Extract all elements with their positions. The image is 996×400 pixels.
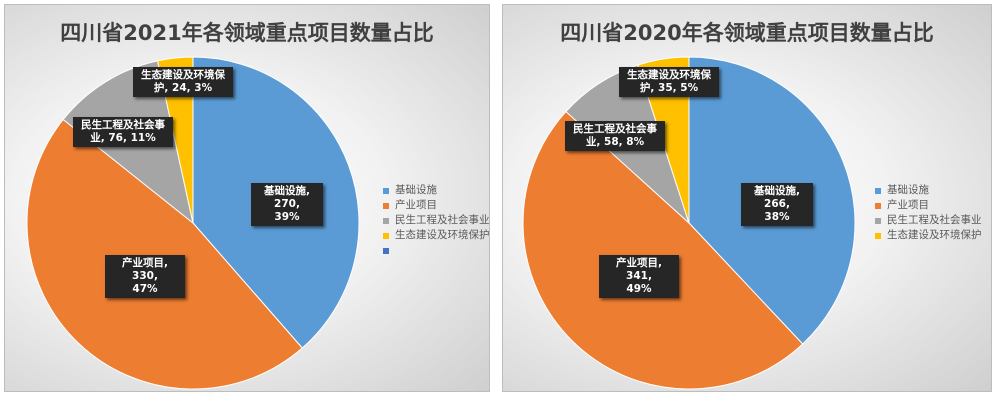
pie-slice [522, 110, 804, 390]
data-label-line: 生态建设及环境保 [141, 69, 225, 81]
chart-legend: 基础设施产业项目民生工程及社会事业 生态建设及环境保护 [383, 183, 490, 258]
legend-label: 民生工程及社会事业 [887, 214, 982, 226]
data-label-line: 生态建设及环境保 [627, 69, 711, 81]
legend-item: 基础设施 [383, 183, 490, 198]
data-label: 生态建设及环境保 护, 24, 3% [133, 67, 233, 97]
legend-label: 基础设施 [395, 184, 437, 196]
legend-swatch [383, 217, 389, 224]
legend-label: 生态建设及环境保护 [395, 229, 490, 241]
data-label-line: 49% [626, 283, 652, 295]
legend-item: 生态建设及环境保护 [875, 228, 982, 243]
chart-panel-2021: 四川省2021年各领域重点项目数量占比 基础设施 产业项目 民生工程及社会事业 生态建… [4, 4, 490, 392]
data-label-line: 业, 58, 8% [585, 136, 645, 148]
data-label: 民生工程及社会事 业, 58, 8% [565, 121, 665, 151]
legend-item [383, 243, 490, 258]
data-label: 民生工程及社会事 业, 76, 11% [73, 117, 173, 147]
legend-item: 基础设施 [875, 183, 982, 198]
chart-title: 四川省2021年各领域重点项目数量占比 [60, 21, 434, 45]
legend-swatch [875, 202, 881, 209]
legend-label: 产业项目 [887, 199, 929, 211]
pie-slice [26, 118, 303, 390]
legend-label: 生态建设及环境保护 [887, 229, 982, 241]
chart-legend: 基础设施产业项目民生工程及社会事业 生态建设及环境保护 [875, 183, 982, 243]
data-label-line: 基础设施, 270, [264, 185, 310, 210]
chart-panel-2020: 四川省2020年各领域重点项目数量占比 基础设施 产业项目 民生工程及社会事业 生态建… [502, 4, 992, 392]
legend-item: 产业项目 [875, 198, 982, 213]
data-label: 基础设施, 266, 38% [741, 183, 813, 226]
data-label: 产业项目, 330, 47% [105, 255, 185, 298]
legend-swatch [383, 232, 389, 239]
legend-item: 民生工程及社会事业 [383, 213, 490, 228]
legend-swatch [875, 187, 881, 194]
data-label-line: 产业项目, 341, [616, 257, 662, 282]
legend-swatch [383, 202, 389, 209]
data-label-line: 业, 76, 11% [90, 132, 156, 144]
data-label-line: 护, 35, 5% [639, 82, 699, 94]
legend-swatch [383, 187, 389, 194]
legend-label: 民生工程及社会事业 [395, 214, 490, 226]
legend-swatch [875, 232, 881, 239]
data-label: 产业项目, 341, 49% [599, 255, 679, 298]
legend-item: 产业项目 [383, 198, 490, 213]
data-label-line: 护, 24, 3% [153, 82, 213, 94]
legend-label: 产业项目 [395, 199, 437, 211]
legend-item: 生态建设及环境保护 [383, 228, 490, 243]
data-label-line: 47% [132, 283, 158, 295]
legend-item: 民生工程及社会事业 [875, 213, 982, 228]
legend-swatch [875, 217, 881, 224]
data-label-line: 民生工程及社会事 [573, 123, 657, 135]
data-label-line: 民生工程及社会事 [81, 119, 165, 131]
legend-swatch [383, 247, 389, 254]
chart-title: 四川省2020年各领域重点项目数量占比 [560, 21, 934, 45]
data-label-line: 基础设施, 266, [754, 185, 800, 210]
data-label-line: 39% [274, 211, 300, 223]
legend-label: 基础设施 [887, 184, 929, 196]
pie-slice [156, 56, 194, 224]
data-label-line: 38% [764, 211, 790, 223]
data-label: 基础设施, 270, 39% [251, 183, 323, 226]
data-label-line: 产业项目, 330, [122, 257, 168, 282]
data-label: 生态建设及环境保 护, 35, 5% [619, 67, 719, 97]
